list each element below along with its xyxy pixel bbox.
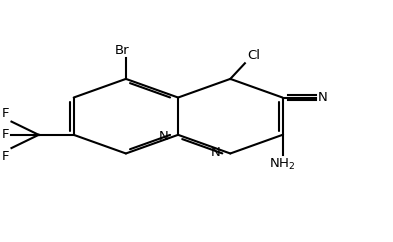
Text: N: N — [159, 129, 168, 143]
Text: F: F — [2, 150, 9, 163]
Text: N: N — [318, 91, 327, 104]
Text: F: F — [2, 128, 9, 141]
Text: Br: Br — [115, 44, 129, 57]
Text: N: N — [211, 146, 220, 159]
Text: F: F — [2, 107, 9, 120]
Text: Cl: Cl — [247, 49, 260, 62]
Text: NH$_2$: NH$_2$ — [269, 157, 296, 172]
